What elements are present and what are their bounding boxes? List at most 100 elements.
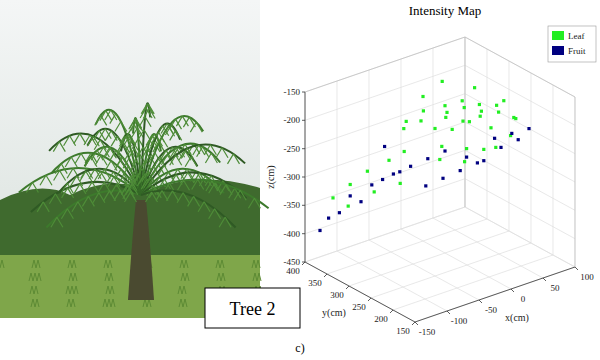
point [366,170,369,173]
photo-leaflet [204,145,216,155]
tick-mark [390,310,393,313]
point [399,182,402,185]
tick-mark [575,267,578,270]
grid-line [465,122,575,182]
point [494,146,497,149]
point [495,104,498,107]
photo-grass-blade [143,299,147,307]
photo-leaflet [163,126,175,136]
photo-leaflet [72,202,84,212]
photo-leaflet [234,190,246,200]
photo-grass-blade [33,273,37,281]
grid-line [465,37,575,97]
photo-grass-blade [180,260,184,268]
photo-grass-blade [35,299,39,307]
photo-leaflet [181,149,193,159]
point [502,99,505,102]
x-tick-label: 0 [521,294,526,304]
point [443,149,446,152]
point [459,169,462,172]
photo-leaflet [53,142,65,152]
point [433,127,436,130]
photo-leaflet [85,157,97,167]
photo-leaflet [117,142,129,152]
x-tick-label: -100 [451,316,468,326]
photo-grass-blade [105,273,109,281]
point [441,80,444,83]
grid-line [305,122,465,177]
z-tick-label: -400 [284,229,301,239]
photo-trunk [128,200,154,300]
photo-leaflet [220,185,232,195]
point [473,86,476,89]
photo-grass-blade [36,260,40,268]
photo-grass-blade [37,273,41,281]
photo-leaflet [156,191,168,201]
grid-line [305,207,465,262]
point [438,158,441,161]
point [419,119,422,122]
photo-grass-blade [68,260,72,268]
x-tick-label: -50 [485,305,497,315]
grid-line [465,37,466,207]
x-tick-label: 50 [551,283,561,293]
photo-grass-blade [183,299,187,307]
z-tick-label: -200 [284,115,301,125]
point [441,177,444,180]
photo-grass-blade [0,260,4,268]
point [444,116,447,119]
figure-canvas: -150-100-50050100150200250300350400-450-… [0,0,600,360]
photo-leaflet [129,119,141,129]
point [489,126,492,129]
grid-line [401,229,511,289]
legend-swatch [552,46,564,55]
grid-line [369,240,479,300]
point [493,137,496,140]
point [443,104,446,107]
y-tick-label: 250 [352,302,366,312]
point [405,120,408,123]
photo-leaflet [170,155,182,165]
point [465,147,468,150]
photo-grass-blade [109,273,113,281]
point [338,211,341,214]
photo-grass-blade [252,260,256,268]
photo-frond [141,190,236,227]
photo-leaflet [82,196,94,206]
grid-line [465,207,575,267]
photo-leaflet [64,136,76,146]
photo-leaflet [128,124,140,134]
photo-leaflet [61,209,73,219]
photo-leaflet [188,196,200,206]
x-axis-line [415,267,575,322]
photo-grass-blade [29,273,33,281]
photo-leaflet [71,176,83,186]
photo-leaflet [143,109,155,119]
grid-line [305,262,415,322]
photo-leaflet [51,217,63,227]
grid-line [337,251,447,311]
point [392,172,395,175]
tick-mark [302,177,305,178]
photo-grass-blade [67,299,71,307]
point [451,128,454,131]
x-axis-title: x(cm) [505,312,529,324]
photo-leaflet [86,182,98,192]
photo-leaflet [156,137,168,147]
photo-leaflet [228,154,240,164]
legend: LeafFruit [548,26,596,62]
grid-line [465,207,575,267]
point [403,150,406,153]
point [465,156,468,159]
photo-grass-blade [70,286,74,294]
photo-grass-blade [184,260,188,268]
legend-box [548,26,596,62]
photo-leaflet [139,117,151,127]
point [422,109,425,112]
point [349,194,352,197]
point [476,161,479,164]
box-edge [575,97,576,267]
grid [305,37,575,322]
point [478,103,481,106]
photo-grass-blade [217,273,221,281]
